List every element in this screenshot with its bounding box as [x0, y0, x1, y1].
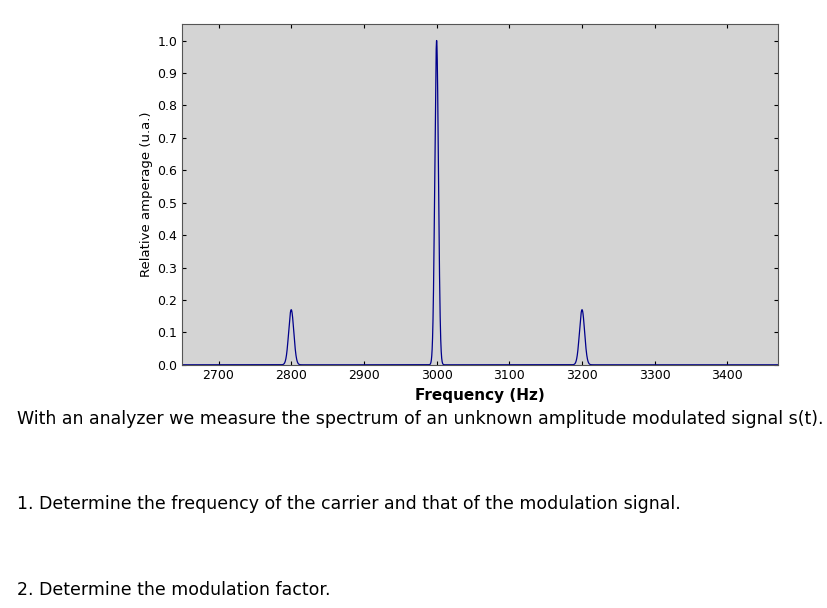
Text: With an analyzer we measure the spectrum of an unknown amplitude modulated signa: With an analyzer we measure the spectrum… — [17, 410, 822, 428]
X-axis label: Frequency (Hz): Frequency (Hz) — [415, 387, 544, 402]
Text: 1. Determine the frequency of the carrier and that of the modulation signal.: 1. Determine the frequency of the carrie… — [17, 496, 680, 513]
Y-axis label: Relative amperage (u.a.): Relative amperage (u.a.) — [140, 112, 153, 277]
Text: 2. Determine the modulation factor.: 2. Determine the modulation factor. — [17, 581, 330, 599]
